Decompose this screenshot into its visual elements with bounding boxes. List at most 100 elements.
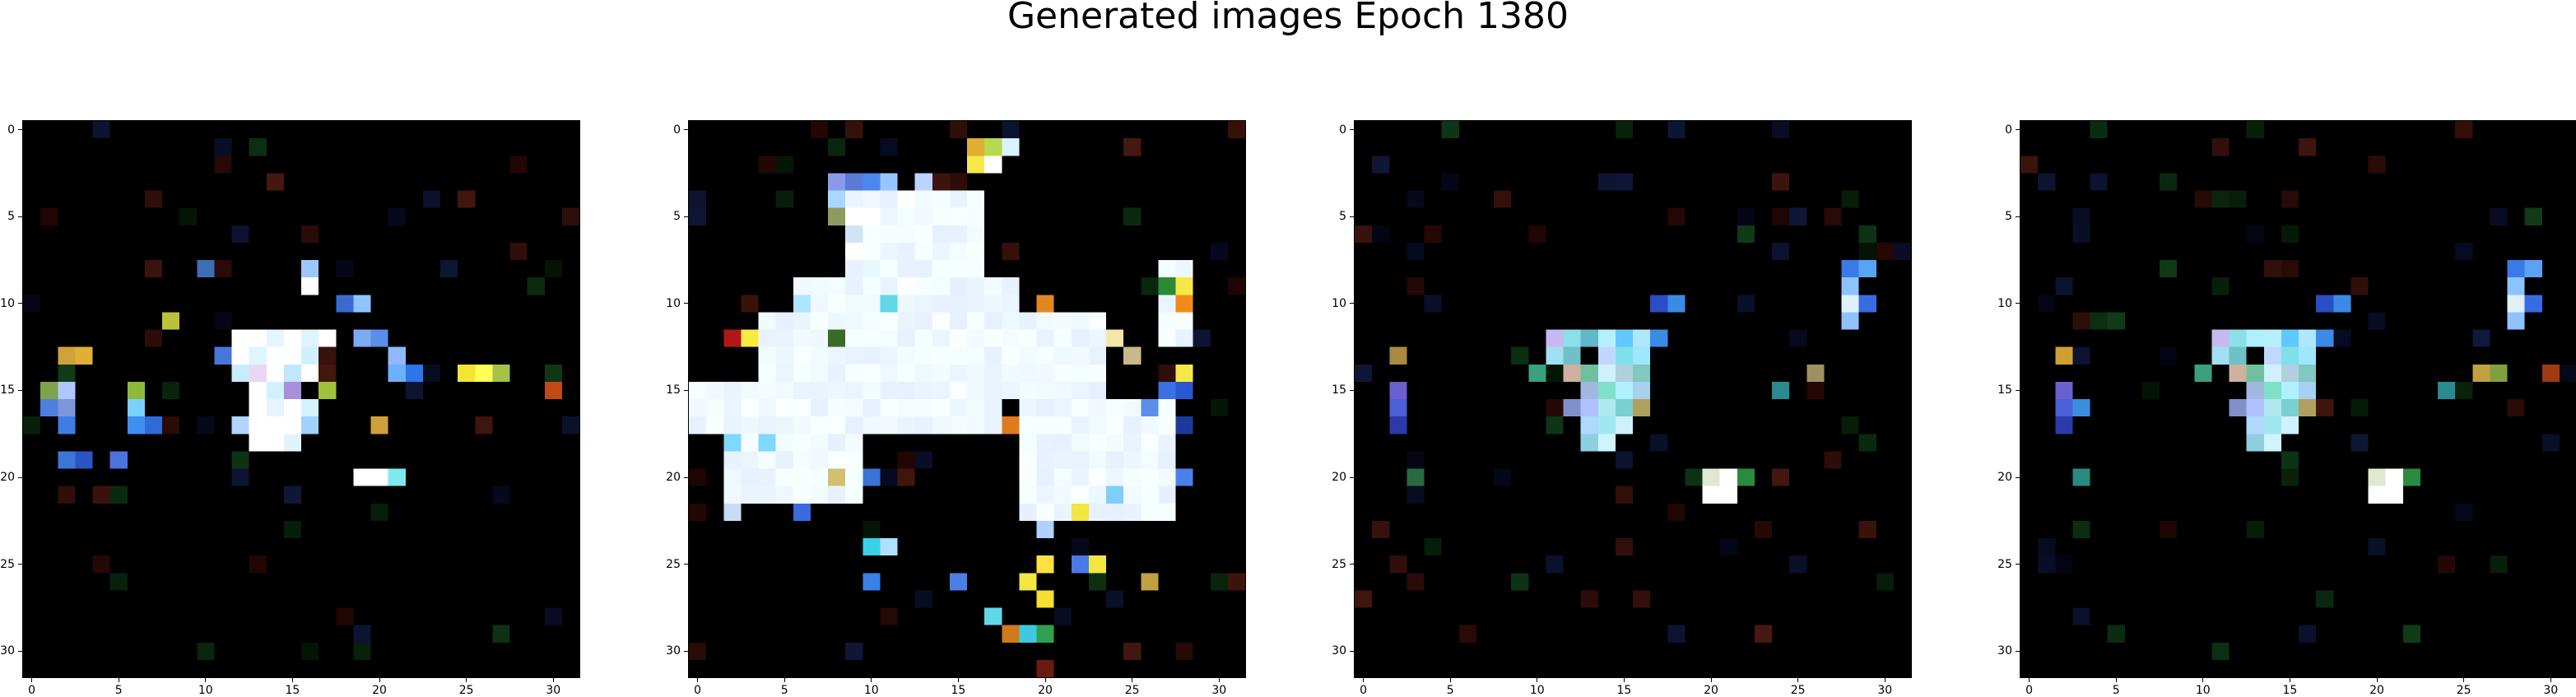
bright-pixel xyxy=(949,277,967,295)
noise-pixel xyxy=(2141,381,2160,399)
noise-pixel xyxy=(1841,190,1859,208)
noise-pixel xyxy=(1227,121,1245,139)
image-pixel xyxy=(2281,381,2299,399)
bright-pixel xyxy=(880,381,898,399)
bright-pixel xyxy=(863,312,881,330)
noise-pixel xyxy=(2490,555,2508,574)
bright-pixel xyxy=(845,260,863,278)
y-tick xyxy=(1350,650,1355,652)
bright-pixel xyxy=(914,364,932,382)
noise-pixel xyxy=(1876,242,1894,260)
noise-pixel xyxy=(1685,468,1703,486)
image-pixel xyxy=(1841,295,1859,313)
image-pixel xyxy=(1563,329,1581,347)
image-pixel xyxy=(249,399,267,417)
x-tick-label: 30 xyxy=(2543,684,2559,697)
image-pixel xyxy=(249,329,267,347)
image-pixel xyxy=(2507,295,2525,313)
bright-pixel xyxy=(758,381,776,399)
noise-pixel xyxy=(144,260,162,278)
noise-pixel xyxy=(353,625,371,643)
bright-pixel xyxy=(1175,329,1193,347)
bright-pixel xyxy=(880,207,898,225)
bright-pixel xyxy=(810,399,828,417)
image-pixel xyxy=(1036,555,1054,574)
image-pixel xyxy=(2316,295,2334,313)
image-pixel xyxy=(793,503,811,521)
y-tick xyxy=(2016,564,2020,565)
x-tick xyxy=(1884,677,1886,682)
image-pixel xyxy=(336,295,354,313)
noise-pixel xyxy=(2055,555,2073,574)
noise-pixel xyxy=(914,590,932,608)
noise-pixel xyxy=(144,190,162,208)
bright-pixel xyxy=(1071,346,1089,365)
image-pixel xyxy=(249,364,267,382)
image-pixel xyxy=(880,295,898,313)
image-pixel xyxy=(1106,329,1124,347)
image-pixel xyxy=(1633,346,1651,365)
image-pixel xyxy=(1841,260,1859,278)
y-tick-label: 5 xyxy=(673,210,681,224)
bright-pixel xyxy=(828,416,846,434)
bright-pixel xyxy=(949,207,967,225)
noise-pixel xyxy=(1227,573,1245,591)
bright-pixel xyxy=(793,346,811,365)
bright-pixel xyxy=(1158,312,1176,330)
y-tick xyxy=(684,303,689,304)
y-tick-label: 30 xyxy=(1332,644,1346,658)
image-pixel xyxy=(1615,364,1633,382)
image-pixel xyxy=(2229,364,2247,382)
image-pixel xyxy=(2263,329,2281,347)
bright-pixel xyxy=(775,364,793,382)
noise-pixel xyxy=(2038,538,2056,556)
image-pixel xyxy=(845,242,863,260)
bright-pixel xyxy=(723,381,742,399)
noise-pixel xyxy=(2246,225,2264,243)
image-pixel xyxy=(249,416,267,434)
image-pixel xyxy=(967,156,985,174)
image-pixel xyxy=(1141,399,1159,417)
noise-pixel xyxy=(2211,277,2230,295)
image-pixel xyxy=(2263,434,2281,452)
image-pixel xyxy=(2246,329,2264,347)
noise-pixel xyxy=(1441,121,1459,139)
image-pixel xyxy=(1719,486,1737,504)
image-pixel xyxy=(127,416,145,434)
y-tick-label: 10 xyxy=(0,296,15,310)
bright-pixel xyxy=(1088,329,1106,347)
bright-pixel xyxy=(706,399,724,417)
noise-pixel xyxy=(2455,121,2473,139)
bright-pixel xyxy=(1019,381,1037,399)
image-pixel xyxy=(283,329,301,347)
y-tick-label: 25 xyxy=(0,557,15,571)
bright-pixel xyxy=(845,329,863,347)
noise-pixel xyxy=(475,416,493,434)
noise-pixel xyxy=(2281,225,2299,243)
y-tick xyxy=(18,129,23,131)
bright-pixel xyxy=(1106,399,1124,417)
noise-pixel xyxy=(845,121,863,139)
bright-pixel xyxy=(1053,503,1072,521)
bright-pixel xyxy=(967,277,985,295)
bright-pixel xyxy=(845,451,863,469)
bright-pixel xyxy=(1071,329,1089,347)
image-pixel xyxy=(2368,486,2386,504)
image-pixel xyxy=(1667,295,1686,313)
image-pixel xyxy=(863,468,881,486)
bright-pixel xyxy=(863,242,881,260)
bright-pixel xyxy=(897,225,915,243)
bright-pixel xyxy=(845,434,863,452)
noise-pixel xyxy=(1424,225,1442,243)
bright-pixel xyxy=(914,190,932,208)
y-tick xyxy=(684,476,689,478)
bright-pixel xyxy=(897,416,915,434)
noise-pixel xyxy=(1876,573,1894,591)
bright-pixel xyxy=(949,260,967,278)
bright-pixel xyxy=(845,486,863,504)
image-pixel xyxy=(109,451,128,469)
noise-pixel xyxy=(914,451,932,469)
image-pixel xyxy=(1615,381,1633,399)
bright-pixel xyxy=(880,225,898,243)
image-pixel xyxy=(1546,346,1564,365)
